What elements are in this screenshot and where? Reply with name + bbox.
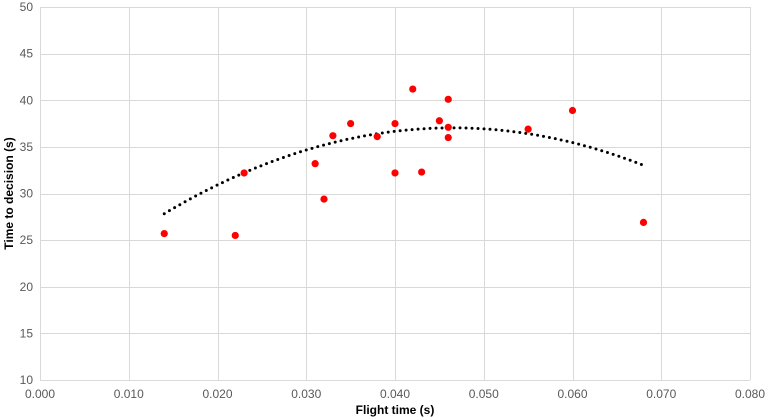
trendline-layer: [162, 126, 645, 216]
tick-labels: 0.000 0.010 0.020 0.030 0.040 0.050 0.060 0.070…: [20, 0, 765, 401]
y-tick-label: 45: [20, 47, 34, 61]
data-point: [418, 168, 426, 176]
data-point: [160, 230, 168, 238]
y-tick-label: 25: [20, 233, 34, 247]
data-point: [231, 231, 239, 240]
data-point: [444, 95, 452, 103]
data-point: [347, 119, 355, 128]
x-tick-label: 0.060: [557, 387, 587, 401]
y-tick-label: 50: [20, 0, 34, 14]
data-point: [444, 133, 452, 142]
data-point: [240, 169, 248, 177]
data-point: [444, 123, 452, 131]
gridlines: [40, 7, 751, 381]
data-point: [435, 117, 443, 125]
data-point: [568, 106, 577, 115]
x-tick-label: 0.020: [202, 387, 232, 401]
y-tick-label: 35: [20, 140, 34, 154]
y-tick-label: 20: [20, 280, 34, 294]
x-tick-label: 0.030: [291, 387, 321, 401]
y-tick-label: 15: [20, 326, 34, 340]
x-tick-label: 0.080: [735, 387, 765, 401]
trendline: [162, 126, 645, 216]
data-point: [391, 119, 399, 128]
x-tick-label: 0.000: [25, 387, 55, 401]
y-tick-label: 40: [20, 93, 34, 107]
x-tick-label: 0.040: [380, 387, 410, 401]
x-tick-label: 0.010: [114, 387, 144, 401]
data-point: [524, 125, 532, 133]
y-axis-title: Time to decision (s): [2, 137, 16, 249]
x-tick-label: 0.050: [469, 387, 499, 401]
x-axis-title: Flight time (s): [356, 403, 435, 417]
data-point: [329, 132, 337, 140]
y-tick-label: 10: [20, 373, 34, 387]
data-point: [409, 85, 417, 93]
data-point: [373, 133, 381, 141]
data-point: [391, 169, 399, 177]
data-point: [311, 160, 319, 168]
data-point: [320, 195, 328, 203]
x-tick-label: 0.070: [646, 387, 676, 401]
y-tick-label: 30: [20, 187, 34, 201]
data-point: [639, 218, 648, 227]
data-points: [160, 85, 648, 240]
